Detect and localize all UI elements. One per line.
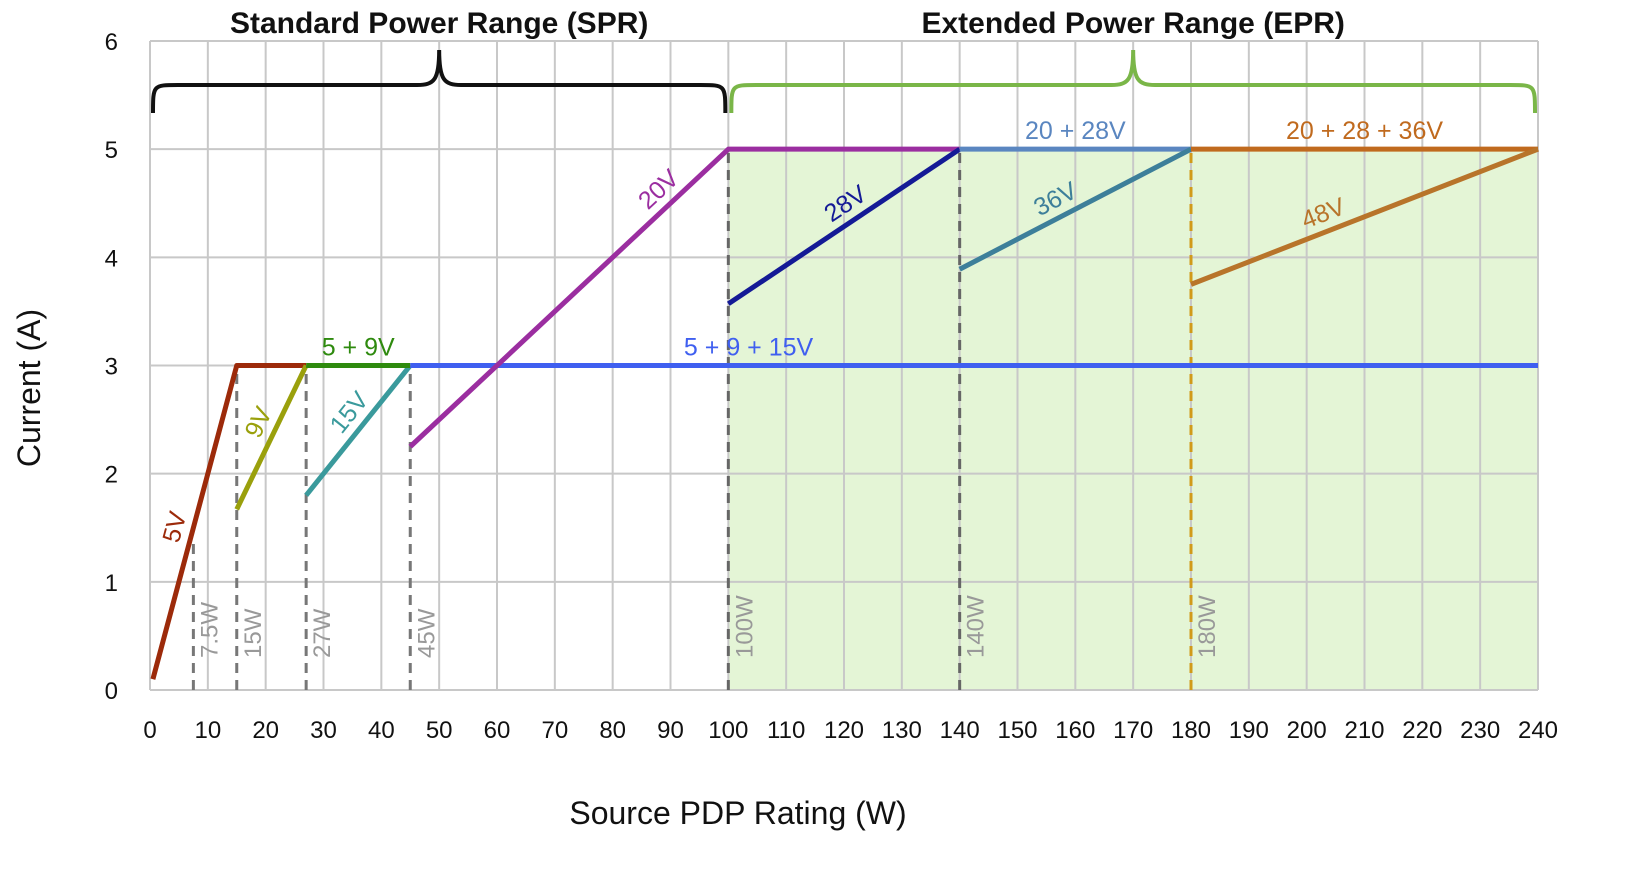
series-label: 5 + 9 + 15V bbox=[684, 334, 814, 362]
x-tick-label: 140 bbox=[940, 717, 980, 744]
x-tick-label: 80 bbox=[599, 717, 626, 744]
x-tick-label: 60 bbox=[484, 717, 511, 744]
x-tick-label: 210 bbox=[1344, 717, 1384, 744]
y-tick-label: 3 bbox=[105, 354, 118, 381]
axis-ticks: 0 10 20 30 40 50 60 70 80 90 100 110 120 130 140 150 160… bbox=[105, 29, 1558, 744]
x-tick-label: 0 bbox=[143, 717, 156, 744]
series-line bbox=[1190, 146, 1539, 287]
marker-label: 45W bbox=[413, 608, 440, 658]
y-tick-label: 4 bbox=[105, 245, 118, 272]
x-tick-label: 90 bbox=[657, 717, 684, 744]
series-line bbox=[150, 363, 307, 680]
series-line bbox=[234, 364, 309, 511]
range-braces: Standard Power Range (SPR) Extended Power… bbox=[151, 7, 1537, 114]
marker-label: 100W bbox=[731, 595, 758, 658]
x-tick-label: 50 bbox=[426, 717, 453, 744]
series-lines bbox=[150, 146, 1539, 680]
x-axis-title: Source PDP Rating (W) bbox=[569, 795, 906, 831]
marker-label: 27W bbox=[309, 608, 336, 658]
x-tick-label: 30 bbox=[310, 717, 337, 744]
series-label: 20 + 28 + 36V bbox=[1286, 117, 1443, 145]
series-label: 15V bbox=[325, 386, 375, 438]
x-tick-label: 20 bbox=[252, 717, 279, 744]
series-line bbox=[408, 146, 960, 449]
x-tick-label: 190 bbox=[1229, 717, 1269, 744]
series-label: 5 + 9V bbox=[322, 334, 395, 362]
y-tick-label: 5 bbox=[105, 137, 118, 164]
x-tick-label: 180 bbox=[1171, 717, 1211, 744]
series-line bbox=[304, 363, 413, 497]
y-tick-label: 6 bbox=[105, 29, 118, 56]
marker-label: 180W bbox=[1194, 595, 1221, 658]
x-tick-label: 100 bbox=[708, 717, 748, 744]
range-brace bbox=[729, 49, 1537, 114]
x-tick-label: 120 bbox=[824, 717, 864, 744]
y-axis-title: Current (A) bbox=[11, 309, 47, 467]
x-tick-label: 200 bbox=[1287, 717, 1327, 744]
range-title: Extended Power Range (EPR) bbox=[921, 7, 1344, 40]
range-brace bbox=[151, 49, 728, 114]
y-tick-label: 0 bbox=[105, 678, 118, 705]
marker-label: 15W bbox=[240, 608, 267, 658]
x-tick-label: 40 bbox=[368, 717, 395, 744]
y-tick-label: 2 bbox=[105, 462, 118, 489]
x-tick-label: 130 bbox=[882, 717, 922, 744]
marker-label: 140W bbox=[963, 595, 990, 658]
series-label: 5V bbox=[157, 508, 192, 545]
x-tick-label: 10 bbox=[194, 717, 221, 744]
x-tick-label: 150 bbox=[997, 717, 1037, 744]
series-line bbox=[958, 146, 1193, 272]
series-label: 20V bbox=[633, 164, 685, 215]
power-markers: 7.5W 15W 27W 45W 100W 140W 180W bbox=[191, 149, 1221, 690]
marker-label: 7.5W bbox=[196, 602, 223, 658]
y-tick-label: 1 bbox=[105, 570, 118, 597]
x-tick-label: 110 bbox=[767, 717, 805, 744]
series-label: 20 + 28V bbox=[1025, 117, 1126, 145]
x-tick-label: 240 bbox=[1518, 717, 1558, 744]
x-tick-label: 220 bbox=[1402, 717, 1442, 744]
x-tick-label: 70 bbox=[541, 717, 568, 744]
x-tick-label: 160 bbox=[1055, 717, 1095, 744]
x-tick-label: 230 bbox=[1460, 717, 1500, 744]
series-line bbox=[726, 147, 962, 306]
x-tick-label: 170 bbox=[1113, 717, 1153, 744]
range-title: Standard Power Range (SPR) bbox=[230, 7, 648, 40]
